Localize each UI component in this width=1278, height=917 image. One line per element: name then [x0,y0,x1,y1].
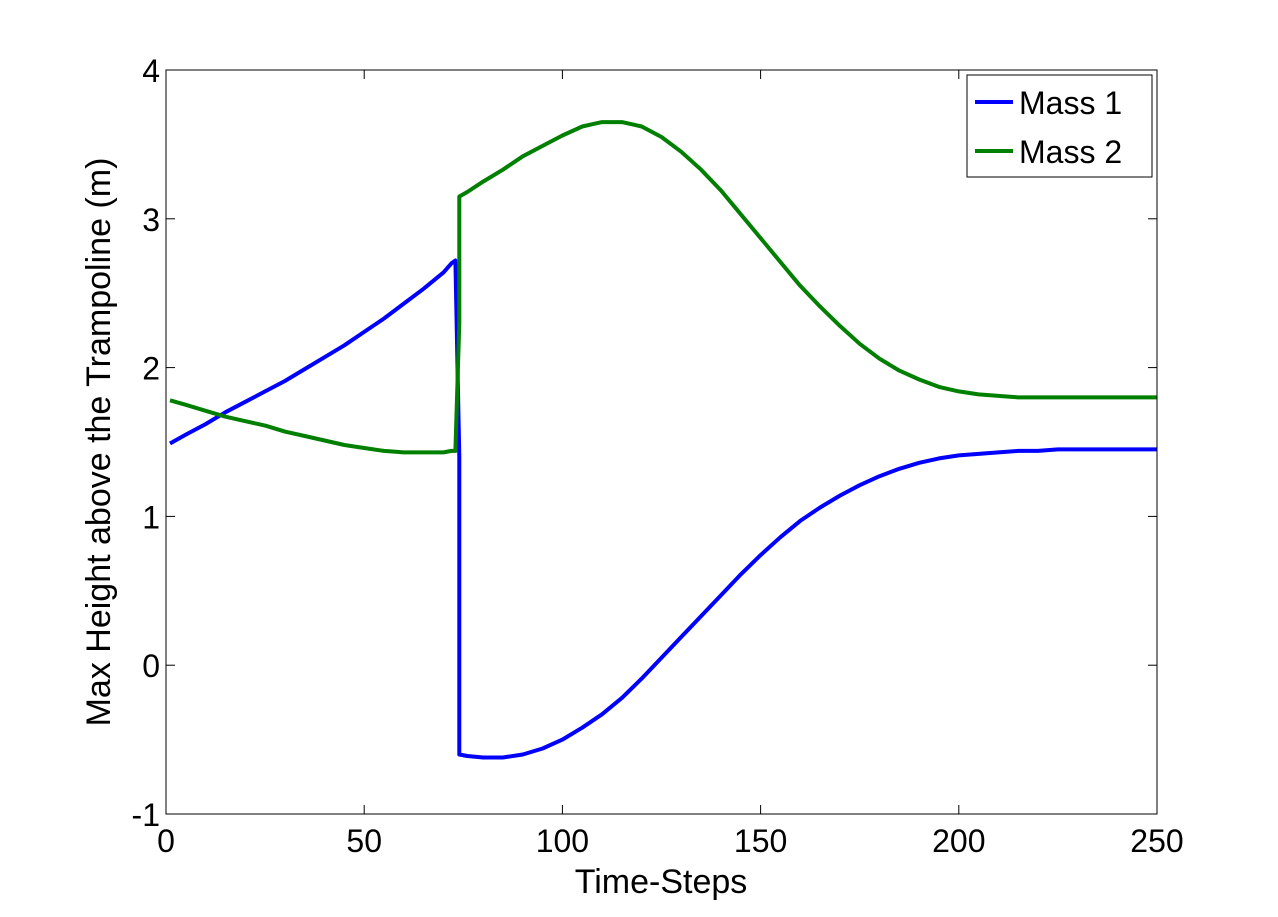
y-tick-label: -1 [132,797,160,833]
x-tick-label: 250 [1130,823,1183,859]
y-tick-label: 4 [142,53,160,89]
x-tick-label: 200 [932,823,985,859]
x-tick-label: 150 [734,823,787,859]
legend-box [966,74,1153,178]
plot-area [166,70,1157,814]
y-axis: -1 0 1 2 3 4 [132,53,1157,833]
series-line-mass-1 [169,258,1157,760]
y-tick-label: 3 [142,202,160,238]
y-axis-label: Max Height above the Trampoline (m) [80,158,118,727]
legend: Mass 1 Mass 2 [966,74,1153,178]
x-tick-label: 50 [346,823,382,859]
legend-label-mass-2: Mass 2 [1019,134,1122,170]
y-tick-label: 2 [142,351,160,387]
y-tick-label: 1 [142,499,160,535]
series-layer [169,120,1157,760]
x-tick-label: 100 [536,823,589,859]
y-tick-label: 0 [142,648,160,684]
series-line-mass-2 [169,120,1157,455]
x-axis: 0 50 100 150 200 250 [157,70,1184,859]
x-tick-label: 0 [157,823,175,859]
axes-box [165,69,1158,815]
legend-label-mass-1: Mass 1 [1019,85,1122,121]
x-axis-label: Time-Steps [575,863,748,901]
